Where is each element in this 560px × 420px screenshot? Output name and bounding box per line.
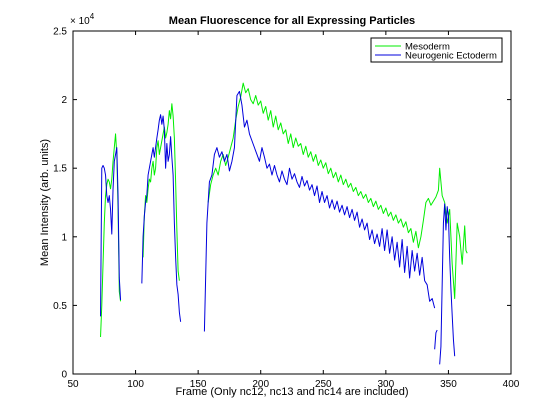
x-tick-label: 300 [378,379,395,390]
plot-area [72,30,512,375]
series-layer [100,82,468,365]
series-line [203,90,436,332]
y-tick-label: 0.5 [53,301,67,312]
y-tick-label: 1.5 [53,164,67,175]
x-tick-label: 50 [67,379,79,390]
series-line [207,82,468,300]
y-exponent-base: × 10 [70,16,90,27]
legend-box [370,37,503,63]
axis-ticks: 50 100 150 200 250 300 350 400 0 0.5 1 1.5 2 2.5 [53,27,520,391]
legend-entry: Mesoderm [405,42,450,53]
legend-entry: Neurogenic Ectoderm [405,51,497,62]
x-tick-label: 350 [440,379,457,390]
y-tick-label: 0 [61,370,67,381]
x-tick-label: 150 [190,379,207,390]
series-line [142,103,180,281]
series-line [434,329,438,350]
y-tick-label: 1 [61,232,67,243]
chart-title: Mean Fluorescence for all Expressing Par… [169,15,415,27]
series-neurogenic-ectoderm [100,90,456,365]
x-axis-label: Frame (Only nc12, nc13 and nc14 are incl… [176,386,409,398]
series-line [141,114,182,322]
x-tick-label: 200 [252,379,269,390]
y-exponent-power: 4 [90,12,95,21]
x-tick-label: 100 [127,379,144,390]
series-line [100,147,122,317]
series-line [439,203,456,365]
y-exponent-label: × 104 [70,12,95,27]
y-tick-label: 2.5 [53,27,67,38]
y-axis-label: Mean Intensity (arb. units) [39,139,51,266]
x-tick-label: 400 [503,379,520,390]
plot-frame [72,30,512,375]
y-tick-label: 2 [61,95,67,106]
x-tick-label: 250 [315,379,332,390]
